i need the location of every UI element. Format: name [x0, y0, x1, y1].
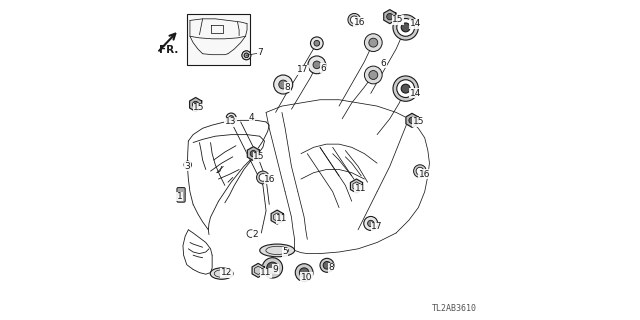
- Circle shape: [320, 258, 334, 272]
- Circle shape: [244, 53, 248, 58]
- Polygon shape: [351, 179, 362, 193]
- Circle shape: [310, 37, 323, 50]
- Circle shape: [259, 174, 267, 181]
- Polygon shape: [384, 10, 396, 24]
- Text: 3: 3: [184, 162, 190, 171]
- Circle shape: [308, 56, 326, 74]
- Polygon shape: [406, 113, 418, 127]
- Text: 11: 11: [276, 214, 288, 223]
- Text: 7: 7: [257, 48, 263, 57]
- Circle shape: [244, 53, 248, 58]
- Circle shape: [193, 101, 199, 108]
- Text: 17: 17: [298, 65, 309, 74]
- Text: 9: 9: [273, 265, 278, 274]
- Text: 16: 16: [419, 170, 431, 179]
- Circle shape: [267, 262, 278, 274]
- Circle shape: [387, 13, 393, 20]
- Text: 15: 15: [193, 103, 205, 112]
- Text: 4: 4: [249, 113, 255, 122]
- Text: 6: 6: [381, 59, 387, 68]
- Circle shape: [409, 117, 415, 124]
- Circle shape: [250, 150, 257, 157]
- Circle shape: [393, 15, 419, 40]
- Text: FR.: FR.: [159, 44, 178, 55]
- Circle shape: [242, 51, 251, 60]
- Text: 11: 11: [355, 184, 366, 193]
- Text: 6: 6: [320, 63, 326, 73]
- Circle shape: [369, 70, 378, 79]
- Text: 1: 1: [177, 192, 182, 201]
- Circle shape: [413, 165, 426, 178]
- Text: 14: 14: [410, 19, 421, 28]
- Circle shape: [274, 75, 292, 94]
- Text: 15: 15: [413, 117, 424, 126]
- Circle shape: [226, 113, 236, 123]
- Circle shape: [323, 261, 331, 269]
- Circle shape: [184, 161, 191, 169]
- Polygon shape: [247, 147, 259, 161]
- Circle shape: [314, 40, 320, 46]
- Text: 13: 13: [225, 117, 236, 126]
- Polygon shape: [252, 263, 264, 277]
- Circle shape: [257, 171, 269, 184]
- FancyBboxPatch shape: [187, 14, 250, 65]
- Circle shape: [367, 220, 374, 227]
- Circle shape: [348, 13, 360, 26]
- Polygon shape: [189, 98, 202, 111]
- Circle shape: [364, 34, 382, 52]
- Text: 2: 2: [252, 230, 258, 239]
- Text: 12: 12: [221, 268, 232, 277]
- Circle shape: [397, 80, 415, 98]
- Circle shape: [262, 258, 283, 278]
- Text: TL2AB3610: TL2AB3610: [432, 304, 477, 313]
- Text: 15: 15: [392, 15, 403, 24]
- Circle shape: [247, 230, 255, 237]
- Circle shape: [279, 80, 287, 89]
- Circle shape: [393, 76, 419, 101]
- Ellipse shape: [211, 268, 233, 279]
- Circle shape: [369, 38, 378, 47]
- Text: 14: 14: [410, 89, 421, 98]
- FancyBboxPatch shape: [177, 188, 185, 202]
- Circle shape: [397, 19, 415, 36]
- Text: 16: 16: [354, 18, 365, 27]
- Circle shape: [351, 16, 358, 24]
- Text: 5: 5: [282, 247, 288, 257]
- Circle shape: [242, 51, 251, 60]
- Text: 8: 8: [285, 83, 291, 92]
- Polygon shape: [271, 210, 284, 224]
- Circle shape: [416, 167, 424, 175]
- Text: 17: 17: [371, 222, 383, 231]
- Ellipse shape: [260, 244, 294, 257]
- Circle shape: [313, 61, 321, 69]
- Circle shape: [401, 84, 410, 93]
- Circle shape: [364, 216, 378, 230]
- Circle shape: [228, 116, 234, 121]
- Circle shape: [364, 66, 382, 84]
- Text: 16: 16: [264, 174, 276, 184]
- Circle shape: [300, 268, 309, 277]
- Text: 8: 8: [328, 263, 334, 272]
- Circle shape: [295, 264, 313, 282]
- Text: 11: 11: [260, 268, 272, 277]
- Text: 15: 15: [253, 152, 265, 161]
- Text: 10: 10: [301, 273, 312, 282]
- Circle shape: [401, 23, 410, 32]
